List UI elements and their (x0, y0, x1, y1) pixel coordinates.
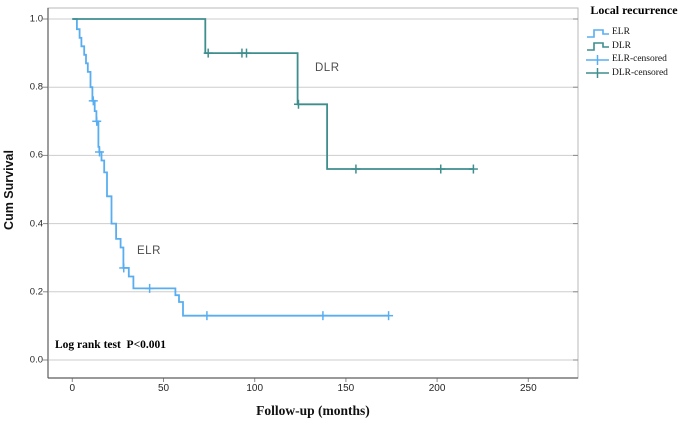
step-line-icon (587, 42, 609, 52)
y-tick-label: 0.8 (29, 81, 43, 93)
legend-item-dlr: DLR (586, 39, 684, 53)
x-tick-label: 200 (428, 383, 446, 394)
x-tick-label: 150 (337, 383, 355, 394)
survival-curve-dlr (72, 18, 474, 170)
censored-plus-icon (586, 54, 609, 65)
y-axis-title: Cum Survival (2, 150, 16, 230)
legend-item-elr: ELR (586, 26, 684, 40)
dlr-curve-label: DLR (315, 62, 340, 74)
x-axis-title: Follow-up (months) (256, 403, 370, 418)
elr-curve-label: ELR (137, 245, 161, 257)
plot-frame (47, 7, 579, 379)
y-tick-label: 0.4 (29, 218, 43, 230)
x-tick-label: 50 (157, 383, 170, 394)
y-tick-label: 0.6 (29, 149, 43, 161)
legend-title: Local recurrence (590, 3, 678, 17)
y-tick-label: 0.0 (29, 354, 43, 366)
x-tick-label: 100 (246, 383, 264, 394)
legend-items: ELR DLR ELR-censored DLR-censored (586, 26, 684, 80)
legend-item-label: DLR (612, 40, 631, 51)
legend: Local recurrence ELR DLR ELR-censored DLR-c… (586, 3, 684, 80)
y-tick-label: 1.0 (29, 13, 43, 25)
legend-item-label: ELR (612, 27, 630, 38)
x-tick-label: 0 (69, 383, 76, 394)
legend-item-label: DLR-censored (612, 67, 668, 78)
log-rank-annotation: Log rank test P<0.001 (55, 339, 167, 351)
legend-item-label: ELR-censored (612, 54, 667, 65)
legend-item-dlr-censored: DLR-censored (586, 66, 684, 80)
legend-item-elr-censored: ELR-censored (586, 53, 684, 67)
y-tick-label: 0.2 (29, 286, 43, 298)
step-line-icon (587, 28, 609, 38)
x-tick-label: 250 (519, 383, 537, 394)
censored-plus-icon (586, 68, 609, 79)
